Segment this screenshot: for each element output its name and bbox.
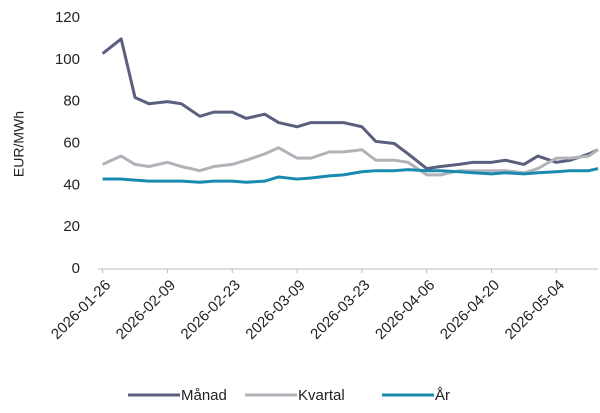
y-tick-label: 20 — [63, 218, 80, 235]
legend-label: År — [435, 387, 450, 404]
x-tick-label: 2026-02-09 — [113, 277, 179, 343]
series-line — [102, 167, 599, 184]
x-tick-label: 2026-04-20 — [437, 277, 503, 343]
x-tick-label: 2026-03-23 — [307, 277, 373, 343]
y-tick-label: 0 — [72, 260, 80, 277]
x-tick-label: 2026-01-26 — [48, 277, 114, 343]
y-tick-label: 40 — [63, 176, 80, 193]
legend-label: Kvartal — [298, 387, 345, 404]
x-tick-label: 2026-02-23 — [178, 277, 244, 343]
y-tick-label: 80 — [63, 93, 80, 110]
x-tick-label: 2026-05-04 — [502, 277, 568, 343]
y-tick-label: 60 — [63, 134, 80, 151]
series-line — [102, 146, 599, 177]
x-tick-label: 2026-04-06 — [372, 277, 438, 343]
y-axis-label: EUR/MWh — [11, 111, 27, 177]
legend-label: Månad — [181, 387, 227, 404]
series-line — [101, 37, 599, 171]
y-tick-label: 100 — [55, 51, 80, 68]
y-tick-label: 120 — [55, 9, 80, 26]
x-tick-label: 2026-03-09 — [242, 277, 308, 343]
